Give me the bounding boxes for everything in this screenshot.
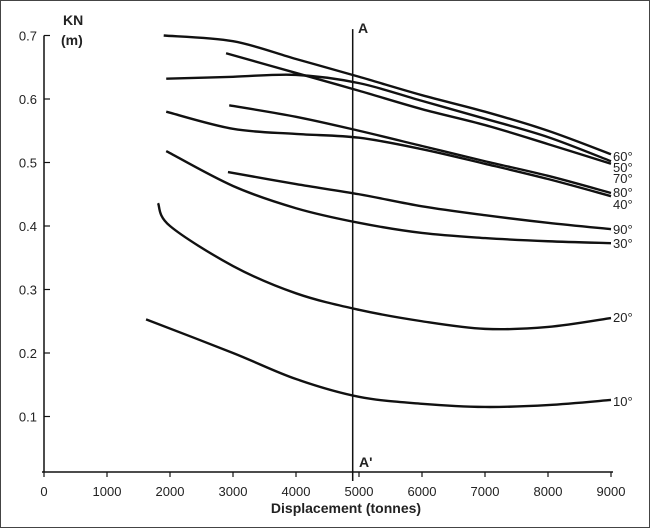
x-tick-label: 0 [40, 484, 47, 499]
y-tick-label: 0.3 [19, 283, 37, 298]
series-line-80deg [229, 104, 612, 195]
series-line-10deg [145, 318, 612, 409]
series-end-label: 70° [613, 171, 633, 186]
series-line-40deg [165, 110, 612, 198]
x-tick-label: 7000 [471, 484, 500, 499]
series-line-90deg [227, 170, 612, 231]
y-tick-label: 0.2 [19, 346, 37, 361]
x-tick-label: 5000 [345, 484, 374, 499]
x-tick-label: 9000 [597, 484, 626, 499]
x-tick-label: 3000 [219, 484, 248, 499]
series-end-label: 40° [613, 197, 633, 212]
series-end-label: 80° [613, 185, 633, 200]
y-tick-label: 0.6 [19, 92, 37, 107]
x-tick-label: 4000 [282, 484, 311, 499]
y-tick-label: 0.5 [19, 156, 37, 171]
series-line-30deg [165, 150, 612, 245]
y-tick-label: 0.1 [19, 410, 37, 425]
x-tick-label: 6000 [408, 484, 437, 499]
series-line-50deg [225, 52, 612, 165]
y-axis-label: KN [63, 12, 83, 28]
ref-line-top-label: A [358, 20, 368, 36]
series-end-label: 90° [613, 222, 633, 237]
x-tick-label: 1000 [93, 484, 122, 499]
series-line-60deg [163, 34, 612, 156]
x-tick-label: 2000 [156, 484, 185, 499]
series-end-label: 30° [613, 236, 633, 251]
x-axis-label: Displacement (tonnes) [271, 500, 421, 516]
y-tick-label: 0.4 [19, 219, 37, 234]
series-end-label: 20° [613, 310, 633, 325]
series-line-70deg [166, 73, 612, 163]
y-axis-unit: (m) [61, 32, 83, 48]
ref-line-bottom-label: A' [359, 454, 372, 470]
y-tick-label: 0.7 [19, 29, 37, 44]
series-end-label: 10° [613, 394, 633, 409]
x-tick-label: 8000 [534, 484, 563, 499]
series-end-label: 60° [613, 149, 633, 164]
series-line-20deg [156, 202, 612, 331]
series-end-label: 50° [613, 160, 633, 175]
